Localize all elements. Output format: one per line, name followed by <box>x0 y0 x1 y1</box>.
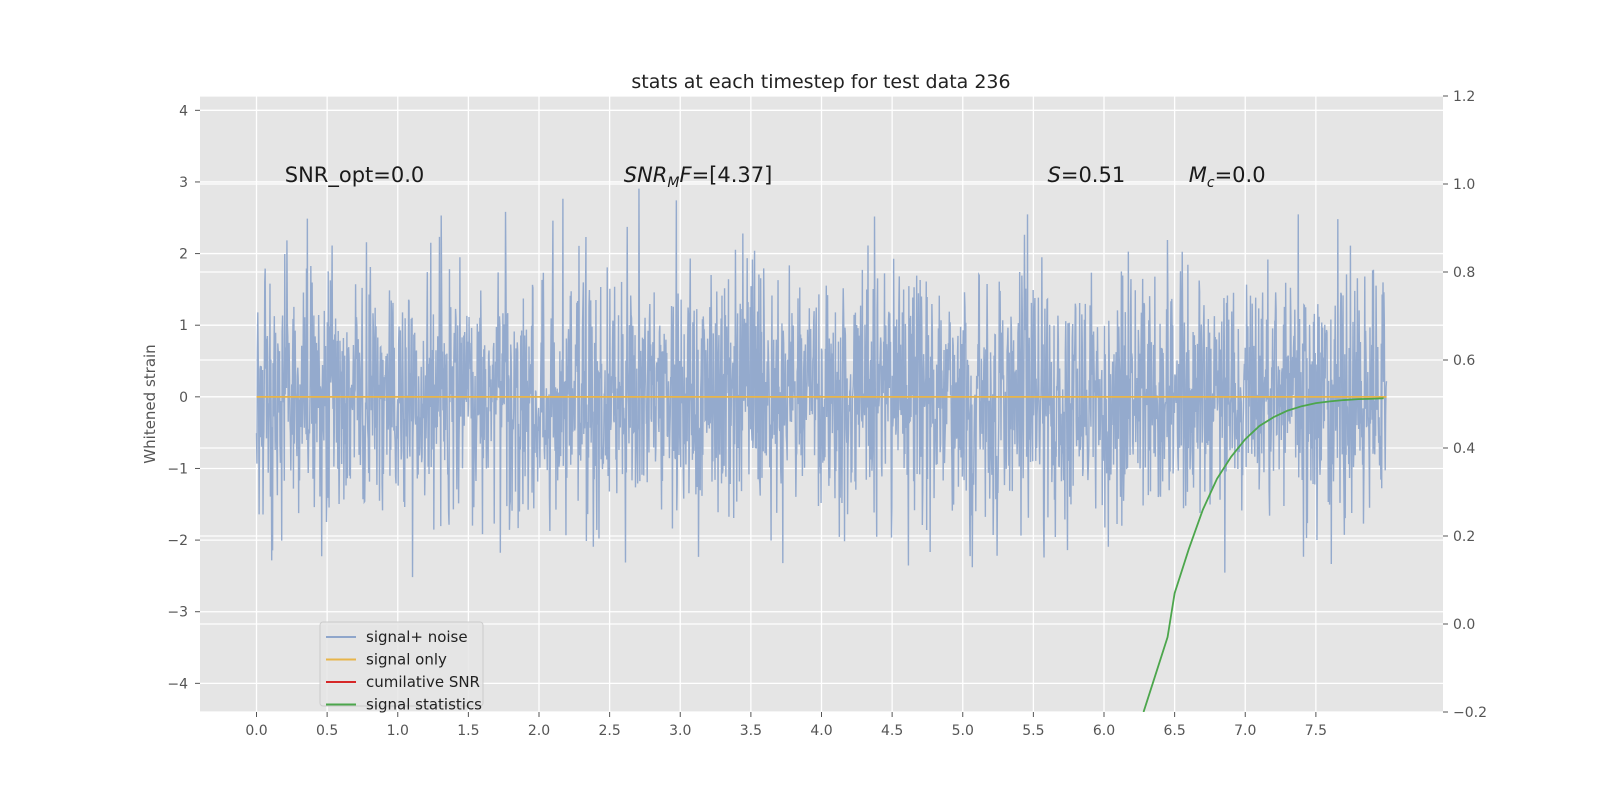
y2-tick-label: 0.0 <box>1453 617 1475 633</box>
x-tick-label: 7.0 <box>1234 723 1256 739</box>
series-layer <box>255 188 1388 712</box>
x-tick-label: 5.0 <box>952 723 974 739</box>
x-tick-label: 6.0 <box>1093 723 1115 739</box>
legend-entry: signal only <box>366 651 447 669</box>
y2-tick-label: 1.2 <box>1453 89 1475 105</box>
x-tick-label: 5.5 <box>1022 723 1044 739</box>
y-tick-label: 4 <box>179 103 188 119</box>
x-tick-label: 2.0 <box>528 723 550 739</box>
y-tick-label: 3 <box>179 175 188 191</box>
annotations: SNR_opt=0.0 SNRMF=[4.37] S=0.51 Mc=0.0 <box>285 163 1266 191</box>
x-tick-label: 4.5 <box>881 723 903 739</box>
series-line-signal-noise <box>255 188 1388 578</box>
y-tick-label: 2 <box>179 247 188 263</box>
legend-entry: signal+ noise <box>366 628 468 646</box>
x-tick-label: 0.0 <box>245 723 267 739</box>
axes-ticks: 0.0 0.5 1.0 1.5 2.0 2.5 3.0 3.5 4.0 4.5 5.0 5.5 6.0 6… <box>167 89 1487 739</box>
y2-tick-label: 0.4 <box>1453 441 1475 457</box>
legend: signal+ noise signal only cumilative SNR si… <box>319 621 484 714</box>
x-tick-label: 4.0 <box>810 723 832 739</box>
annotation: SNRMF=[4.37] <box>624 163 773 191</box>
y-tick-label: 0 <box>179 390 188 406</box>
y-tick-label: −1 <box>167 461 188 477</box>
legend-entry: signal statistics <box>366 696 482 714</box>
x-tick-label: 0.5 <box>316 723 338 739</box>
chart-title: stats at each timestep for test data 236 <box>631 71 1010 93</box>
y2-tick-label: 0.6 <box>1453 353 1475 369</box>
annotation: SNR_opt=0.0 <box>285 163 425 188</box>
y-axis-label: Whitened strain <box>141 344 159 463</box>
y2-tick-label: 0.8 <box>1453 265 1475 281</box>
annotation: S=0.51 <box>1048 163 1126 187</box>
x-tick-label: 3.5 <box>740 723 762 739</box>
legend-entry: cumilative SNR <box>366 673 480 691</box>
x-tick-label: 1.5 <box>457 723 479 739</box>
y2-tick-label: 1.0 <box>1453 177 1475 193</box>
x-tick-label: 2.5 <box>598 723 620 739</box>
y-tick-label: −3 <box>167 605 188 621</box>
x-tick-label: 3.0 <box>669 723 691 739</box>
x-tick-label: 6.5 <box>1163 723 1185 739</box>
series-line-signal-statistics <box>1142 397 1384 712</box>
y2-tick-label: −0.2 <box>1453 705 1487 721</box>
legend-box <box>319 621 484 707</box>
y2-tick-label: 0.2 <box>1453 529 1475 545</box>
y-tick-label: 1 <box>179 318 188 334</box>
y-tick-label: −4 <box>167 676 188 692</box>
x-tick-label: 7.5 <box>1305 723 1327 739</box>
x-tick-label: 1.0 <box>387 723 409 739</box>
y-tick-label: −2 <box>167 533 188 549</box>
annotation: Mc=0.0 <box>1189 163 1266 191</box>
